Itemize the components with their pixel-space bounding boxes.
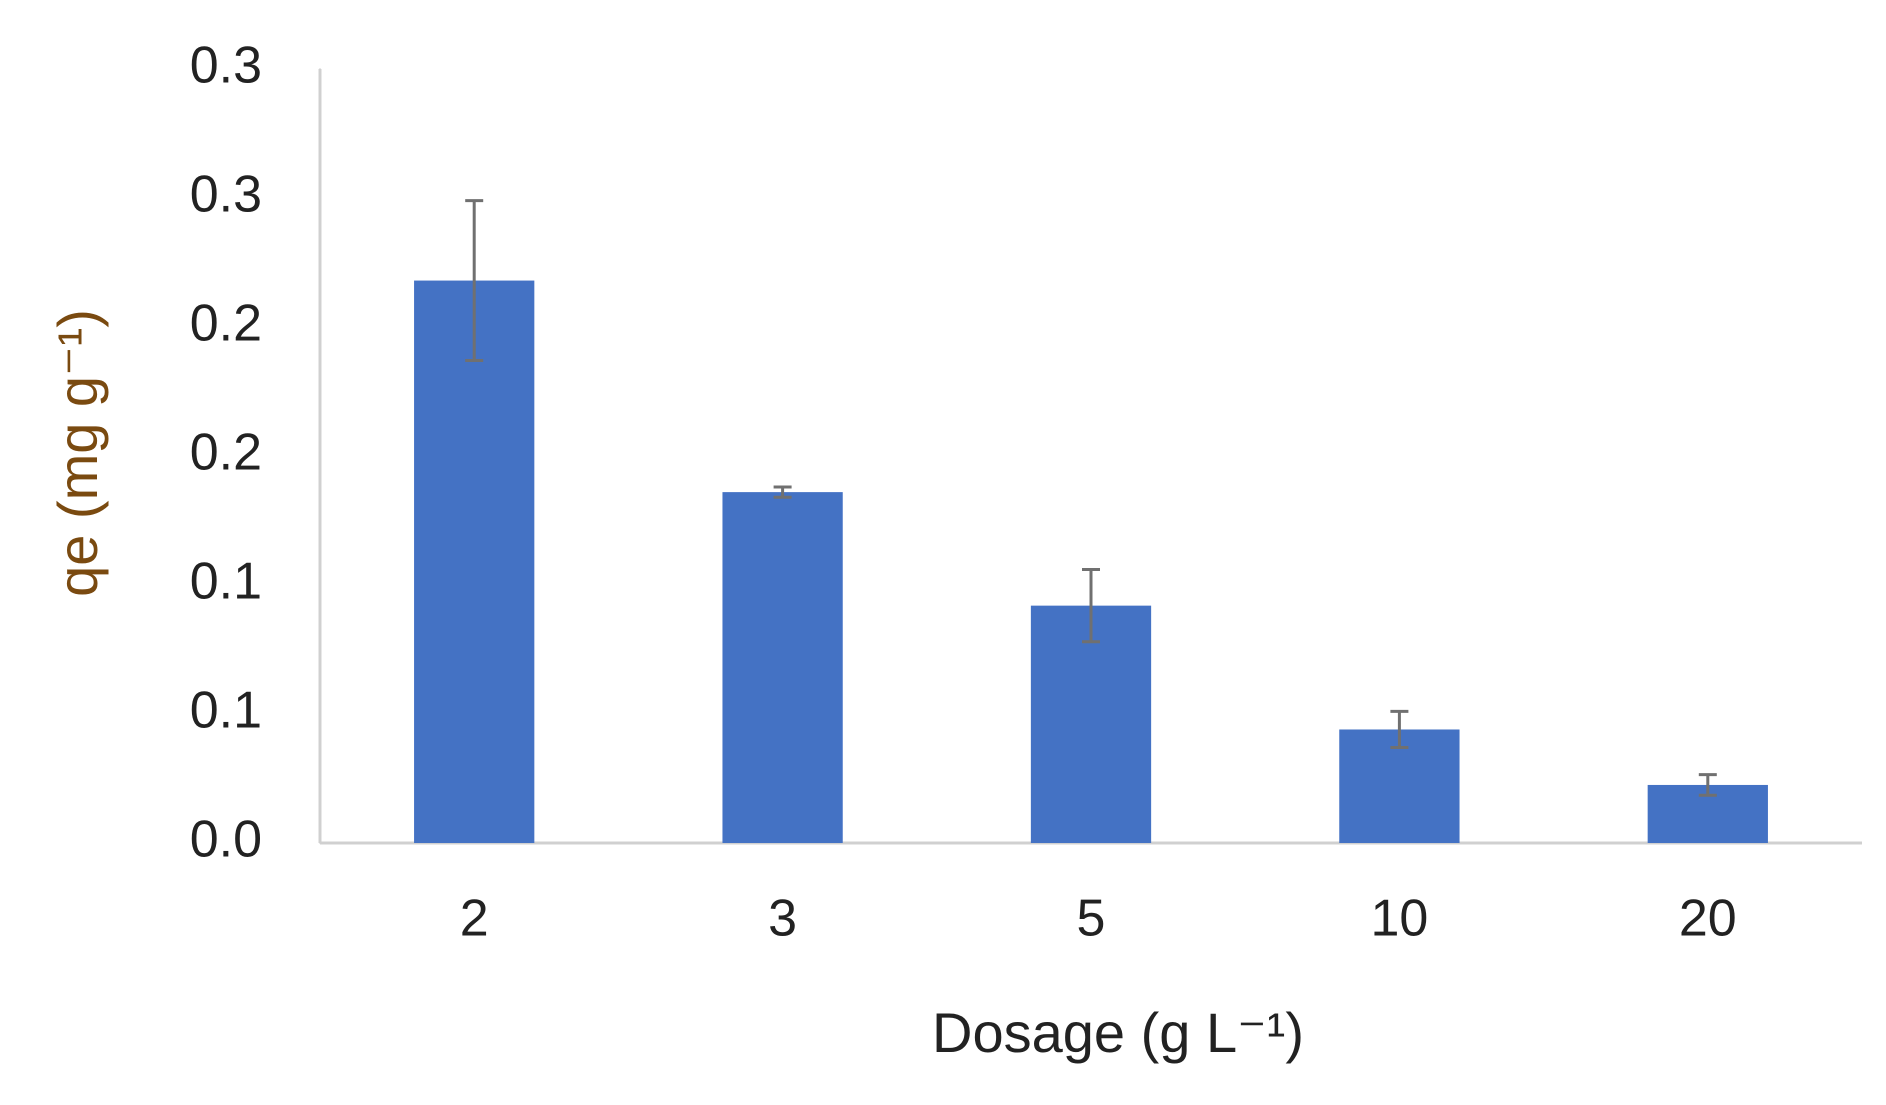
x-tick-label: 2 bbox=[460, 890, 489, 948]
bar bbox=[1030, 605, 1152, 843]
error-bar bbox=[1390, 709, 1409, 750]
y-tick-label: 0.1 bbox=[190, 553, 262, 611]
x-tick-label: 10 bbox=[1370, 890, 1428, 948]
x-tick-label: 20 bbox=[1679, 890, 1737, 948]
y-tick-label: 0.2 bbox=[190, 424, 262, 482]
y-tick-label: 0.3 bbox=[190, 37, 262, 95]
y-axis-title: qe (mg g⁻¹) bbox=[46, 309, 109, 597]
error-bar bbox=[465, 199, 484, 363]
error-bar bbox=[1082, 568, 1100, 644]
x-axis-title: Dosage (g L⁻¹) bbox=[932, 1001, 1304, 1064]
bar bbox=[414, 280, 535, 843]
y-tick-label: 0.3 bbox=[190, 166, 262, 224]
x-tick-label: 3 bbox=[768, 890, 797, 948]
error-bar bbox=[773, 485, 792, 499]
y-tick-label: 0.1 bbox=[190, 682, 262, 740]
x-tick-label: 5 bbox=[1077, 890, 1106, 948]
bar bbox=[722, 492, 843, 843]
error-bar bbox=[1698, 773, 1717, 797]
y-tick-label: 0.0 bbox=[190, 811, 262, 869]
y-tick-label: 0.2 bbox=[190, 295, 262, 353]
